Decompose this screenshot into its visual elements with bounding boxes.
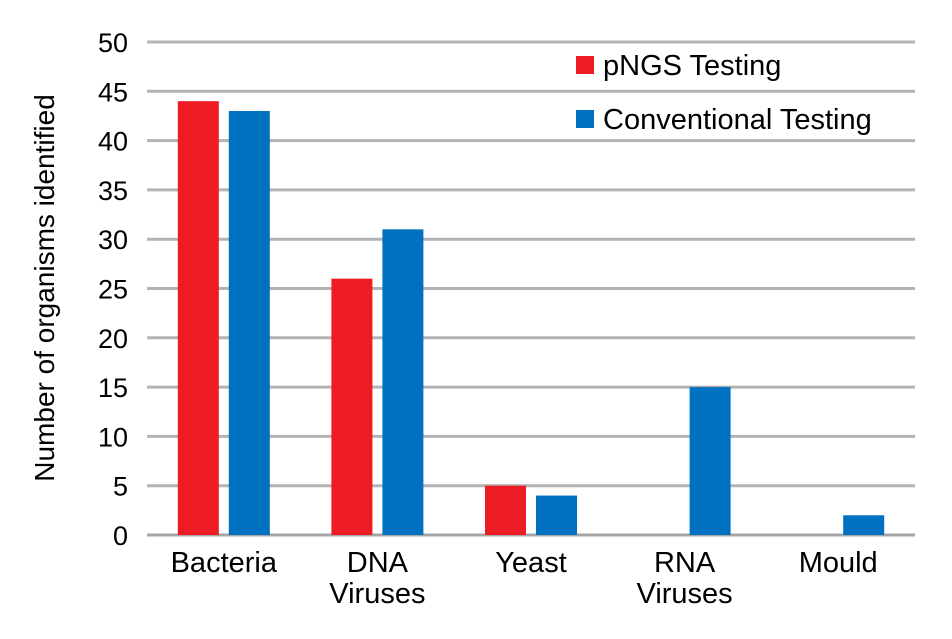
bar-conventional <box>843 515 885 535</box>
x-category-label-line: RNA <box>654 547 716 579</box>
y-tick-label: 35 <box>98 176 128 206</box>
gridlines <box>147 40 915 537</box>
y-axis-title: Number of organisms identified <box>29 94 60 482</box>
x-category-label-line: Yeast <box>495 547 567 579</box>
y-tick-label: 25 <box>98 275 128 305</box>
y-tick-label: 50 <box>98 28 128 58</box>
y-tick-label: 0 <box>113 521 128 551</box>
y-tick-label: 30 <box>98 225 128 255</box>
x-category-label-line: Mould <box>799 547 878 579</box>
y-tick-label: 45 <box>98 77 128 107</box>
bars <box>177 101 885 536</box>
x-category-label-line: Viruses <box>329 578 425 610</box>
y-tick-label: 40 <box>98 127 128 157</box>
bar-conventional <box>536 495 577 535</box>
x-category-label: RNA Viruses <box>637 547 733 610</box>
y-tick-label: 20 <box>98 324 128 354</box>
x-category-label: Bacteria <box>171 547 278 579</box>
y-tick-label: 5 <box>113 472 128 502</box>
x-category-label-line: DNA <box>347 547 409 579</box>
x-category-label: DNA Viruses <box>329 547 425 610</box>
bar-pngs <box>331 278 373 535</box>
legend-swatch <box>576 110 594 128</box>
bar-conventional <box>382 229 424 535</box>
y-tick-label: 15 <box>98 373 128 403</box>
x-category-label: Yeast <box>495 547 567 579</box>
legend-label: Conventional Testing <box>603 104 872 136</box>
legend-swatch <box>576 56 594 74</box>
bar-conventional <box>689 387 731 535</box>
x-category-label-line: Viruses <box>637 578 733 610</box>
legend: pNGS Testing Conventional Testing <box>576 50 872 136</box>
x-category-label-line: Bacteria <box>171 547 278 579</box>
x-category-label: Mould <box>799 547 878 579</box>
bar-conventional <box>228 111 270 536</box>
y-tick-label: 10 <box>98 422 128 452</box>
legend-label: pNGS Testing <box>603 50 781 82</box>
bar-pngs <box>177 101 219 535</box>
y-axis-ticks: 0 5 10 15 20 25 30 35 40 45 50 <box>98 28 128 551</box>
bar-pngs <box>485 485 526 535</box>
